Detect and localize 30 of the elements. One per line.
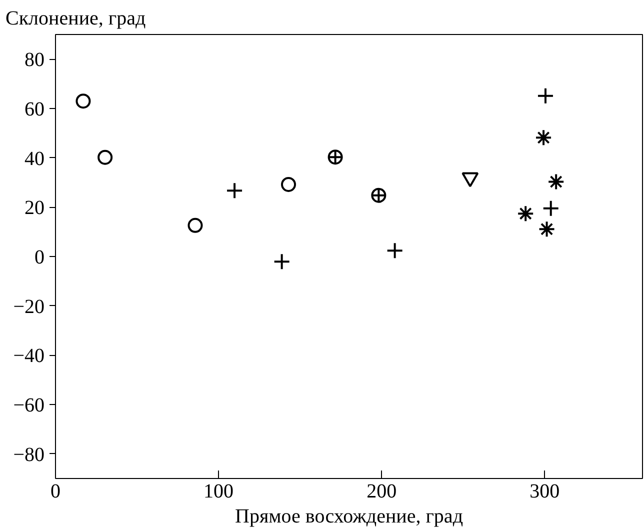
y-tick-label: −20	[13, 296, 44, 318]
y-axis-title: Склонение, град	[6, 8, 146, 30]
point	[328, 150, 343, 165]
point	[371, 188, 386, 203]
x-tick-label: 200	[366, 480, 397, 502]
point	[542, 200, 560, 217]
point	[536, 87, 554, 104]
y-tick-label: 0	[34, 246, 44, 268]
point	[548, 173, 565, 190]
y-tick-label: −40	[13, 345, 44, 368]
y-tick-label: 20	[24, 197, 44, 220]
point	[538, 220, 556, 238]
y-tick-label: −80	[13, 444, 44, 466]
point	[98, 150, 113, 165]
y-tick-label: 40	[24, 148, 44, 170]
x-tick-label: 300	[530, 480, 560, 502]
point	[226, 182, 244, 200]
point	[188, 218, 203, 233]
point	[281, 176, 296, 192]
y-tick-label: −60	[13, 394, 44, 416]
x-axis-title: Прямое восхождение, град	[235, 506, 464, 528]
y-tick-label: 60	[24, 98, 44, 120]
x-tick-label: 100	[204, 480, 234, 502]
point	[386, 242, 404, 260]
point	[76, 94, 91, 109]
point	[517, 205, 534, 222]
point	[273, 253, 290, 270]
x-tick-label: 0	[50, 480, 60, 502]
point	[535, 129, 552, 146]
y-tick-label: 80	[24, 49, 44, 72]
